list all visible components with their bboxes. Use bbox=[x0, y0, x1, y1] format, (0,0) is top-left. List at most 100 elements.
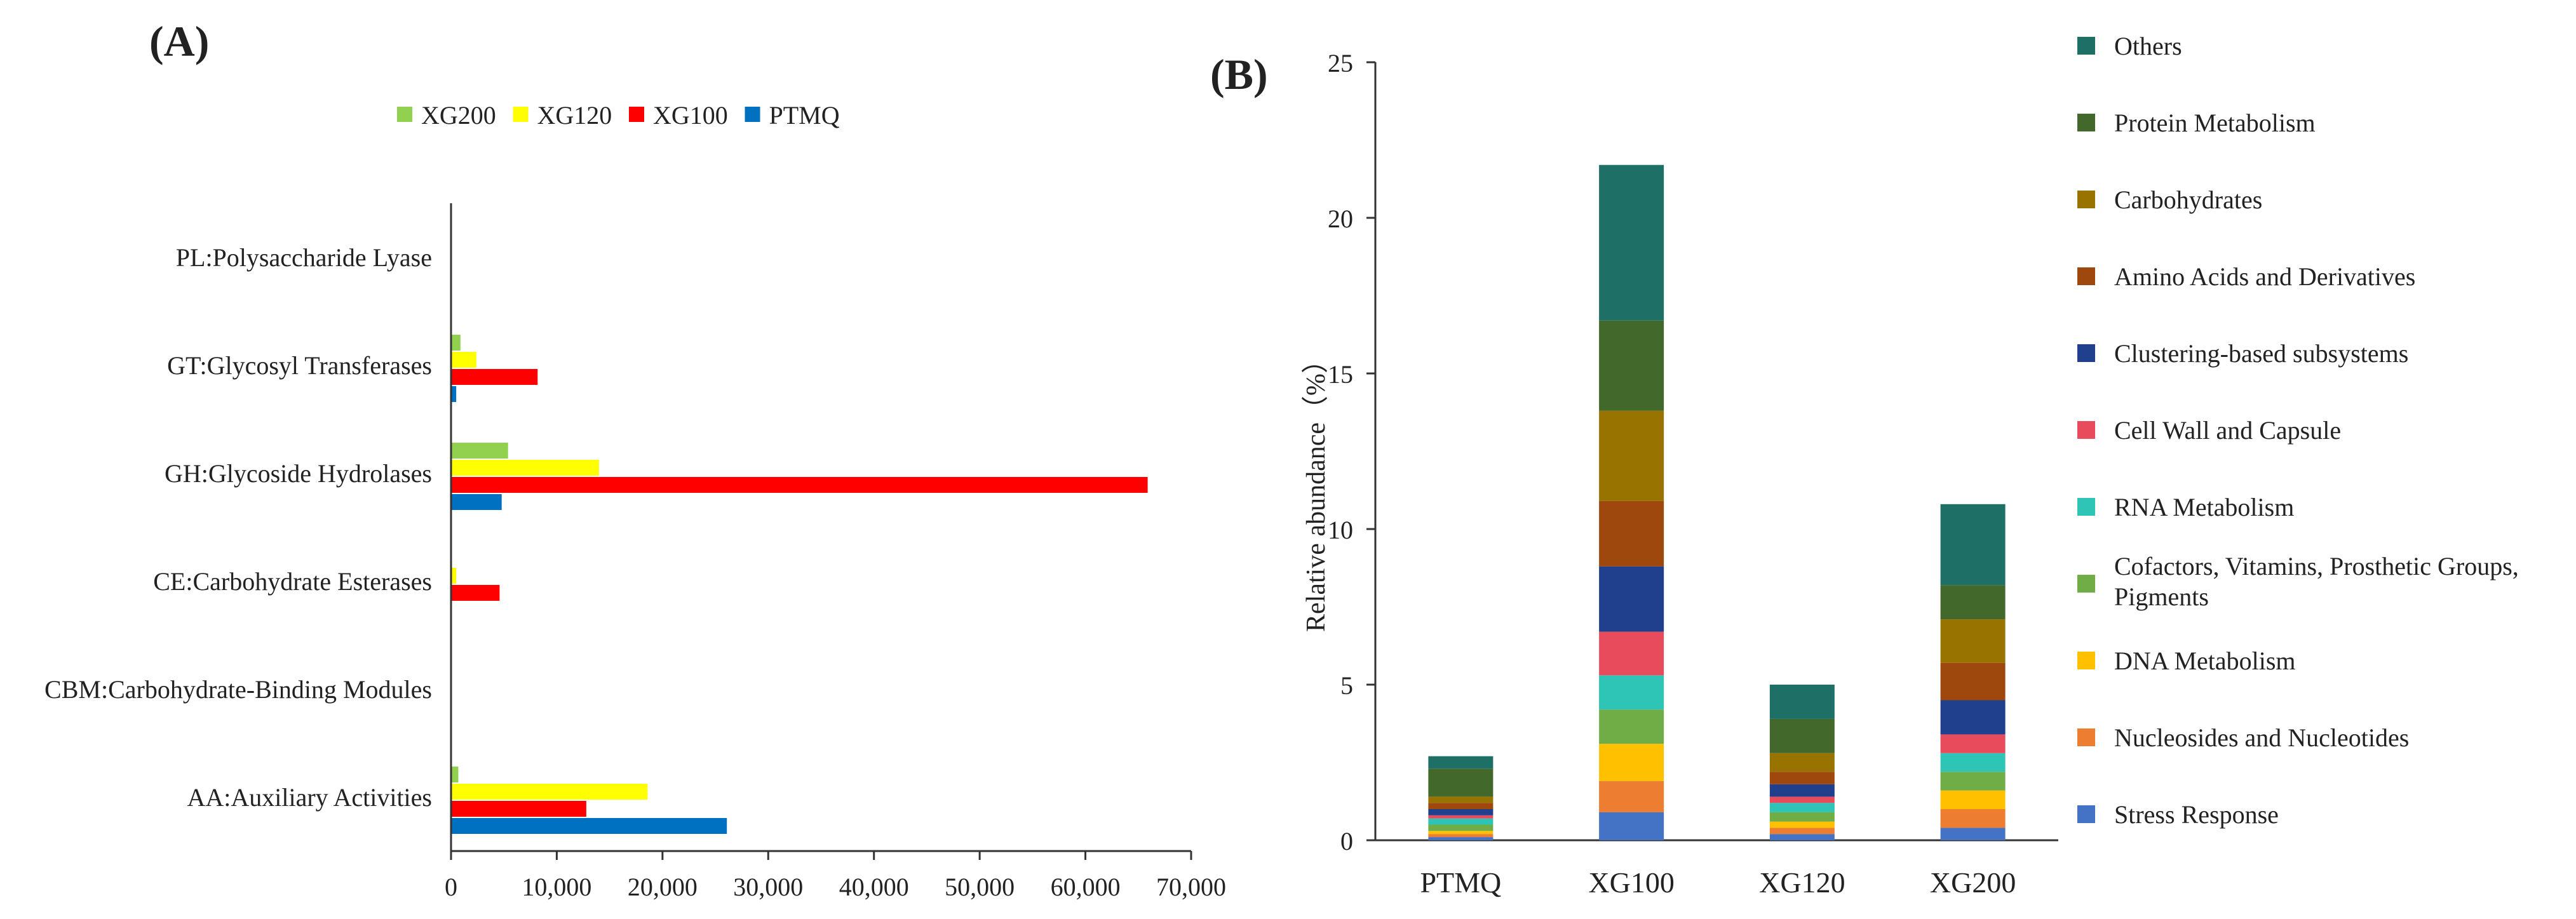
panel-b-y-ticks: 0 5 10 15 20 25 bbox=[1328, 49, 1375, 855]
panel-b-segment-nucleosides-and-nucleotides bbox=[1769, 828, 1835, 835]
panel-b-legend-label: DNA Metabolism bbox=[2114, 647, 2296, 675]
panel-b-label: (B) bbox=[1210, 50, 1268, 98]
panel-a-bar-xg100 bbox=[452, 801, 586, 817]
panel-b-segment-clustering-based-subsystems bbox=[1599, 566, 1664, 632]
panel-b-stacked-bar-chart: (B) Relative abundance（%） 0 5 10 15 20 25 PTM… bbox=[1210, 32, 2519, 899]
panel-b-segment-amino-acids-and-derivatives bbox=[1428, 803, 1494, 809]
panel-a-legend-label: XG120 bbox=[537, 101, 612, 130]
panel-a-x-ticks: 0 10,000 20,000 30,000 40,000 50,000 60,000 70,… bbox=[445, 851, 1226, 901]
panel-b-segment-others bbox=[1940, 504, 2006, 586]
panel-b-segment-carbohydrates bbox=[1940, 619, 2006, 663]
panel-a-x-tick-label: 30,000 bbox=[733, 873, 803, 901]
panel-b-segment-protein-metabolism bbox=[1940, 585, 2006, 620]
panel-b-segment-cofactors-vitamins-prosthetic-groups-pigments bbox=[1940, 772, 2006, 791]
panel-b-segment-nucleosides-and-nucleotides bbox=[1599, 781, 1664, 812]
panel-b-y-tick-label: 25 bbox=[1328, 49, 1353, 77]
panel-b-segment-amino-acids-and-derivatives bbox=[1769, 772, 1835, 784]
panel-a-category-labels: PL:Polysaccharide Lyase GT:Glycosyl Trans… bbox=[44, 243, 432, 812]
panel-a-legend-swatch-xg100 bbox=[629, 107, 644, 122]
panel-a-x-tick-label: 20,000 bbox=[628, 873, 698, 901]
panel-b-legend-swatch-nucleosides-and-nucleotides bbox=[2077, 728, 2095, 746]
panel-b-legend-swatch-cofactors-vitamins-prosthetic-groups-pigments bbox=[2077, 575, 2095, 593]
panel-b-segment-amino-acids-and-derivatives bbox=[1940, 662, 2006, 701]
panel-a-category-label: PL:Polysaccharide Lyase bbox=[176, 243, 432, 272]
panel-b-segment-cofactors-vitamins-prosthetic-groups-pigments bbox=[1428, 824, 1494, 831]
panel-a-bar-ptmq bbox=[452, 386, 457, 402]
panel-a-legend: XG200 XG120 XG100 PTMQ bbox=[397, 101, 840, 130]
panel-b-legend-swatch-dna-metabolism bbox=[2077, 652, 2095, 669]
panel-b-segment-carbohydrates bbox=[1428, 796, 1494, 803]
panel-a-bar-ptmq bbox=[452, 494, 502, 510]
panel-a-category-label: AA:Auxiliary Activities bbox=[187, 783, 432, 812]
panel-b-segment-protein-metabolism bbox=[1769, 718, 1835, 753]
panel-a-legend-swatch-xg120 bbox=[513, 107, 529, 122]
panel-b-segment-carbohydrates bbox=[1769, 753, 1835, 772]
panel-b-legend-label: Protein Metabolism bbox=[2114, 109, 2316, 137]
panel-a-bar-xg100 bbox=[452, 585, 500, 601]
panel-a-bar-xg120 bbox=[452, 460, 599, 476]
panel-a-legend-swatch-ptmq bbox=[745, 107, 760, 122]
panel-b-legend-label: Others bbox=[2114, 32, 2182, 60]
panel-a-x-tick-label: 50,000 bbox=[945, 873, 1015, 901]
panel-b-y-tick-label: 20 bbox=[1328, 205, 1353, 233]
panel-b-segment-rna-metabolism bbox=[1599, 675, 1664, 710]
panel-a-bar-chart: (A) XG200 XG120 XG100 PTMQ PL:Polysaccharid… bbox=[44, 17, 1226, 901]
panel-a-legend-label: XG100 bbox=[653, 101, 728, 130]
panel-a-bar-xg100 bbox=[452, 369, 538, 385]
panel-b-segment-carbohydrates bbox=[1599, 410, 1664, 501]
panel-b-x-category-label: XG120 bbox=[1759, 866, 1845, 899]
panel-a-x-tick-label: 60,000 bbox=[1051, 873, 1121, 901]
panel-b-legend-swatch-rna-metabolism bbox=[2077, 498, 2095, 516]
panel-b-segment-protein-metabolism bbox=[1599, 320, 1664, 411]
panel-a-label: (A) bbox=[149, 17, 209, 65]
panel-a-bars bbox=[452, 335, 1148, 834]
panel-b-segment-stress-response bbox=[1940, 828, 2006, 840]
panel-b-segment-dna-metabolism bbox=[1428, 831, 1494, 835]
panel-a-bar-xg120 bbox=[452, 568, 457, 584]
panel-a-bar-xg200 bbox=[452, 767, 459, 782]
panel-a-category-label: CBM:Carbohydrate-Binding Modules bbox=[44, 675, 432, 704]
panel-a-category-label: CE:Carbohydrate Esterases bbox=[153, 567, 432, 596]
panel-b-legend-swatch-clustering-based-subsystems bbox=[2077, 344, 2095, 362]
panel-b-segment-dna-metabolism bbox=[1599, 744, 1664, 781]
panel-a-x-tick-label: 40,000 bbox=[839, 873, 909, 901]
panel-a-legend-swatch-xg200 bbox=[397, 107, 412, 122]
panel-a-bar-ptmq bbox=[452, 818, 727, 834]
panel-b-segment-rna-metabolism bbox=[1940, 753, 2006, 772]
panel-b-y-axis-label: Relative abundance（%） bbox=[1302, 347, 1331, 632]
panel-b-legend-swatch-carbohydrates bbox=[2077, 191, 2095, 208]
panel-b-segment-cell-wall-and-capsule bbox=[1428, 815, 1494, 819]
panel-a-legend-label: PTMQ bbox=[769, 101, 840, 130]
panel-a-x-tick-label: 10,000 bbox=[522, 873, 591, 901]
panel-b-legend-swatch-cell-wall-and-capsule bbox=[2077, 421, 2095, 439]
panel-b-legend-label: Clustering-based subsystems bbox=[2114, 339, 2408, 368]
panel-b-segment-clustering-based-subsystems bbox=[1940, 700, 2006, 735]
panel-a-category-label: GH:Glycoside Hydrolases bbox=[165, 459, 432, 488]
panel-b-segment-rna-metabolism bbox=[1428, 818, 1494, 825]
panel-b-x-category-label: XG100 bbox=[1588, 866, 1674, 899]
panel-b-segment-cofactors-vitamins-prosthetic-groups-pigments bbox=[1769, 812, 1835, 822]
panel-b-legend-label: Cell Wall and Capsule bbox=[2114, 416, 2341, 445]
panel-a-bar-xg120 bbox=[452, 352, 476, 368]
panel-b-legend-swatch-others bbox=[2077, 37, 2095, 55]
panel-a-bar-xg200 bbox=[452, 443, 508, 459]
panel-b-segment-amino-acids-and-derivatives bbox=[1599, 500, 1664, 567]
panel-a-x-tick-label: 70,000 bbox=[1156, 873, 1226, 901]
panel-b-x-category-labels: PTMQ XG100 XG120 XG200 bbox=[1420, 866, 2016, 899]
panel-b-segment-cell-wall-and-capsule bbox=[1940, 734, 2006, 753]
panel-b-y-tick-label: 0 bbox=[1340, 827, 1353, 855]
panel-b-legend-label: Carbohydrates bbox=[2114, 185, 2262, 214]
panel-a-bar-xg100 bbox=[452, 477, 1148, 493]
panel-b-legend-label: RNA Metabolism bbox=[2114, 493, 2294, 521]
panel-b-segment-stress-response bbox=[1769, 834, 1835, 840]
panel-b-segment-protein-metabolism bbox=[1428, 768, 1494, 797]
panel-a-bar-xg200 bbox=[452, 335, 461, 351]
panel-b-y-tick-label: 15 bbox=[1328, 360, 1353, 389]
panel-b-legend-swatch-stress-response bbox=[2077, 805, 2095, 823]
panel-b-y-tick-label: 5 bbox=[1340, 671, 1353, 700]
panel-b-legend-label: Cofactors, Vitamins, Prosthetic Groups, P… bbox=[2114, 552, 2519, 611]
panel-b-y-tick-label: 10 bbox=[1328, 516, 1353, 544]
panel-b-segment-nucleosides-and-nucleotides bbox=[1428, 834, 1494, 838]
panel-b-legend-label: Amino Acids and Derivatives bbox=[2114, 262, 2415, 291]
panel-b-segment-stress-response bbox=[1599, 812, 1664, 840]
